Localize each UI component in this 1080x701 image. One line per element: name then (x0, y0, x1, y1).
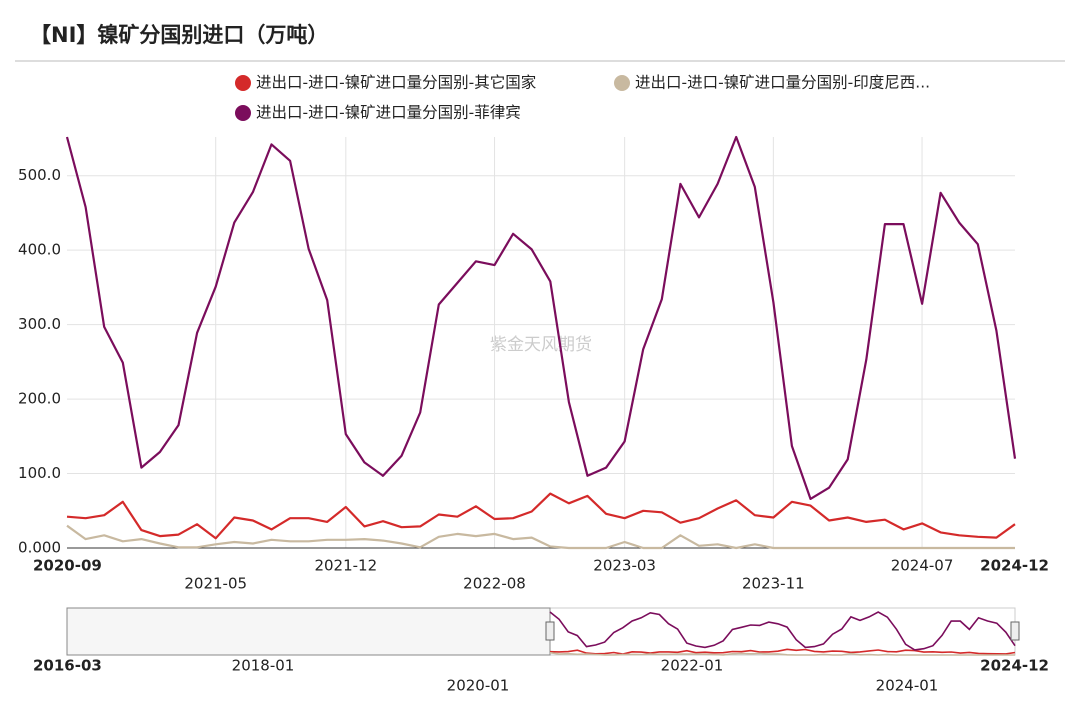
legend-label: 进出口-进口-镍矿进口量分国别-其它国家 (256, 74, 536, 92)
slider-label: 2024-12 (980, 657, 1049, 675)
x-tick-label: 2022-08 (463, 575, 526, 593)
slider-label: 2024-01 (876, 677, 939, 695)
x-tick-label: 2021-05 (184, 575, 247, 593)
chart-title: 【NI】镍矿分国别进口（万吨） (30, 23, 328, 47)
x-tick-label: 2023-03 (593, 557, 656, 575)
slider-line (549, 651, 1015, 656)
series-line (65, 135, 1017, 500)
x-tick-label: 2021-12 (314, 557, 377, 575)
x-tick-label: 2024-07 (891, 557, 954, 575)
y-tick-label: 100.0 (18, 464, 61, 482)
legend-label: 进出口-进口-镍矿进口量分国别-菲律宾 (256, 104, 521, 122)
slider-label: 2018-01 (232, 657, 295, 675)
y-tick-label: 400.0 (18, 241, 61, 259)
slider-handle[interactable] (1010, 621, 1020, 641)
y-tick-label: 0.000 (18, 539, 61, 557)
legend-marker (614, 75, 630, 91)
slider-label: 2022-01 (661, 657, 724, 675)
legend-marker (235, 75, 251, 91)
slider-line (549, 648, 1016, 655)
y-tick-label: 500.0 (18, 166, 61, 184)
y-tick-label: 300.0 (18, 315, 61, 333)
slider-handle[interactable] (545, 621, 555, 641)
series-line (66, 524, 1015, 550)
legend-marker (235, 105, 251, 121)
slider-line (549, 611, 1016, 651)
slider-label: 2016-03 (33, 657, 102, 675)
x-tick-label: 2024-12 (980, 557, 1049, 575)
slider-label: 2020-01 (447, 677, 510, 695)
y-tick-label: 200.0 (18, 390, 61, 408)
x-tick-label: 2020-09 (33, 557, 102, 575)
x-tick-label: 2023-11 (742, 575, 805, 593)
legend-label: 进出口-进口-镍矿进口量分国别-印度尼西... (635, 74, 930, 92)
slider-unselected (66, 607, 551, 656)
watermark: 紫金天风期货 (490, 335, 592, 355)
series-line (66, 492, 1016, 540)
